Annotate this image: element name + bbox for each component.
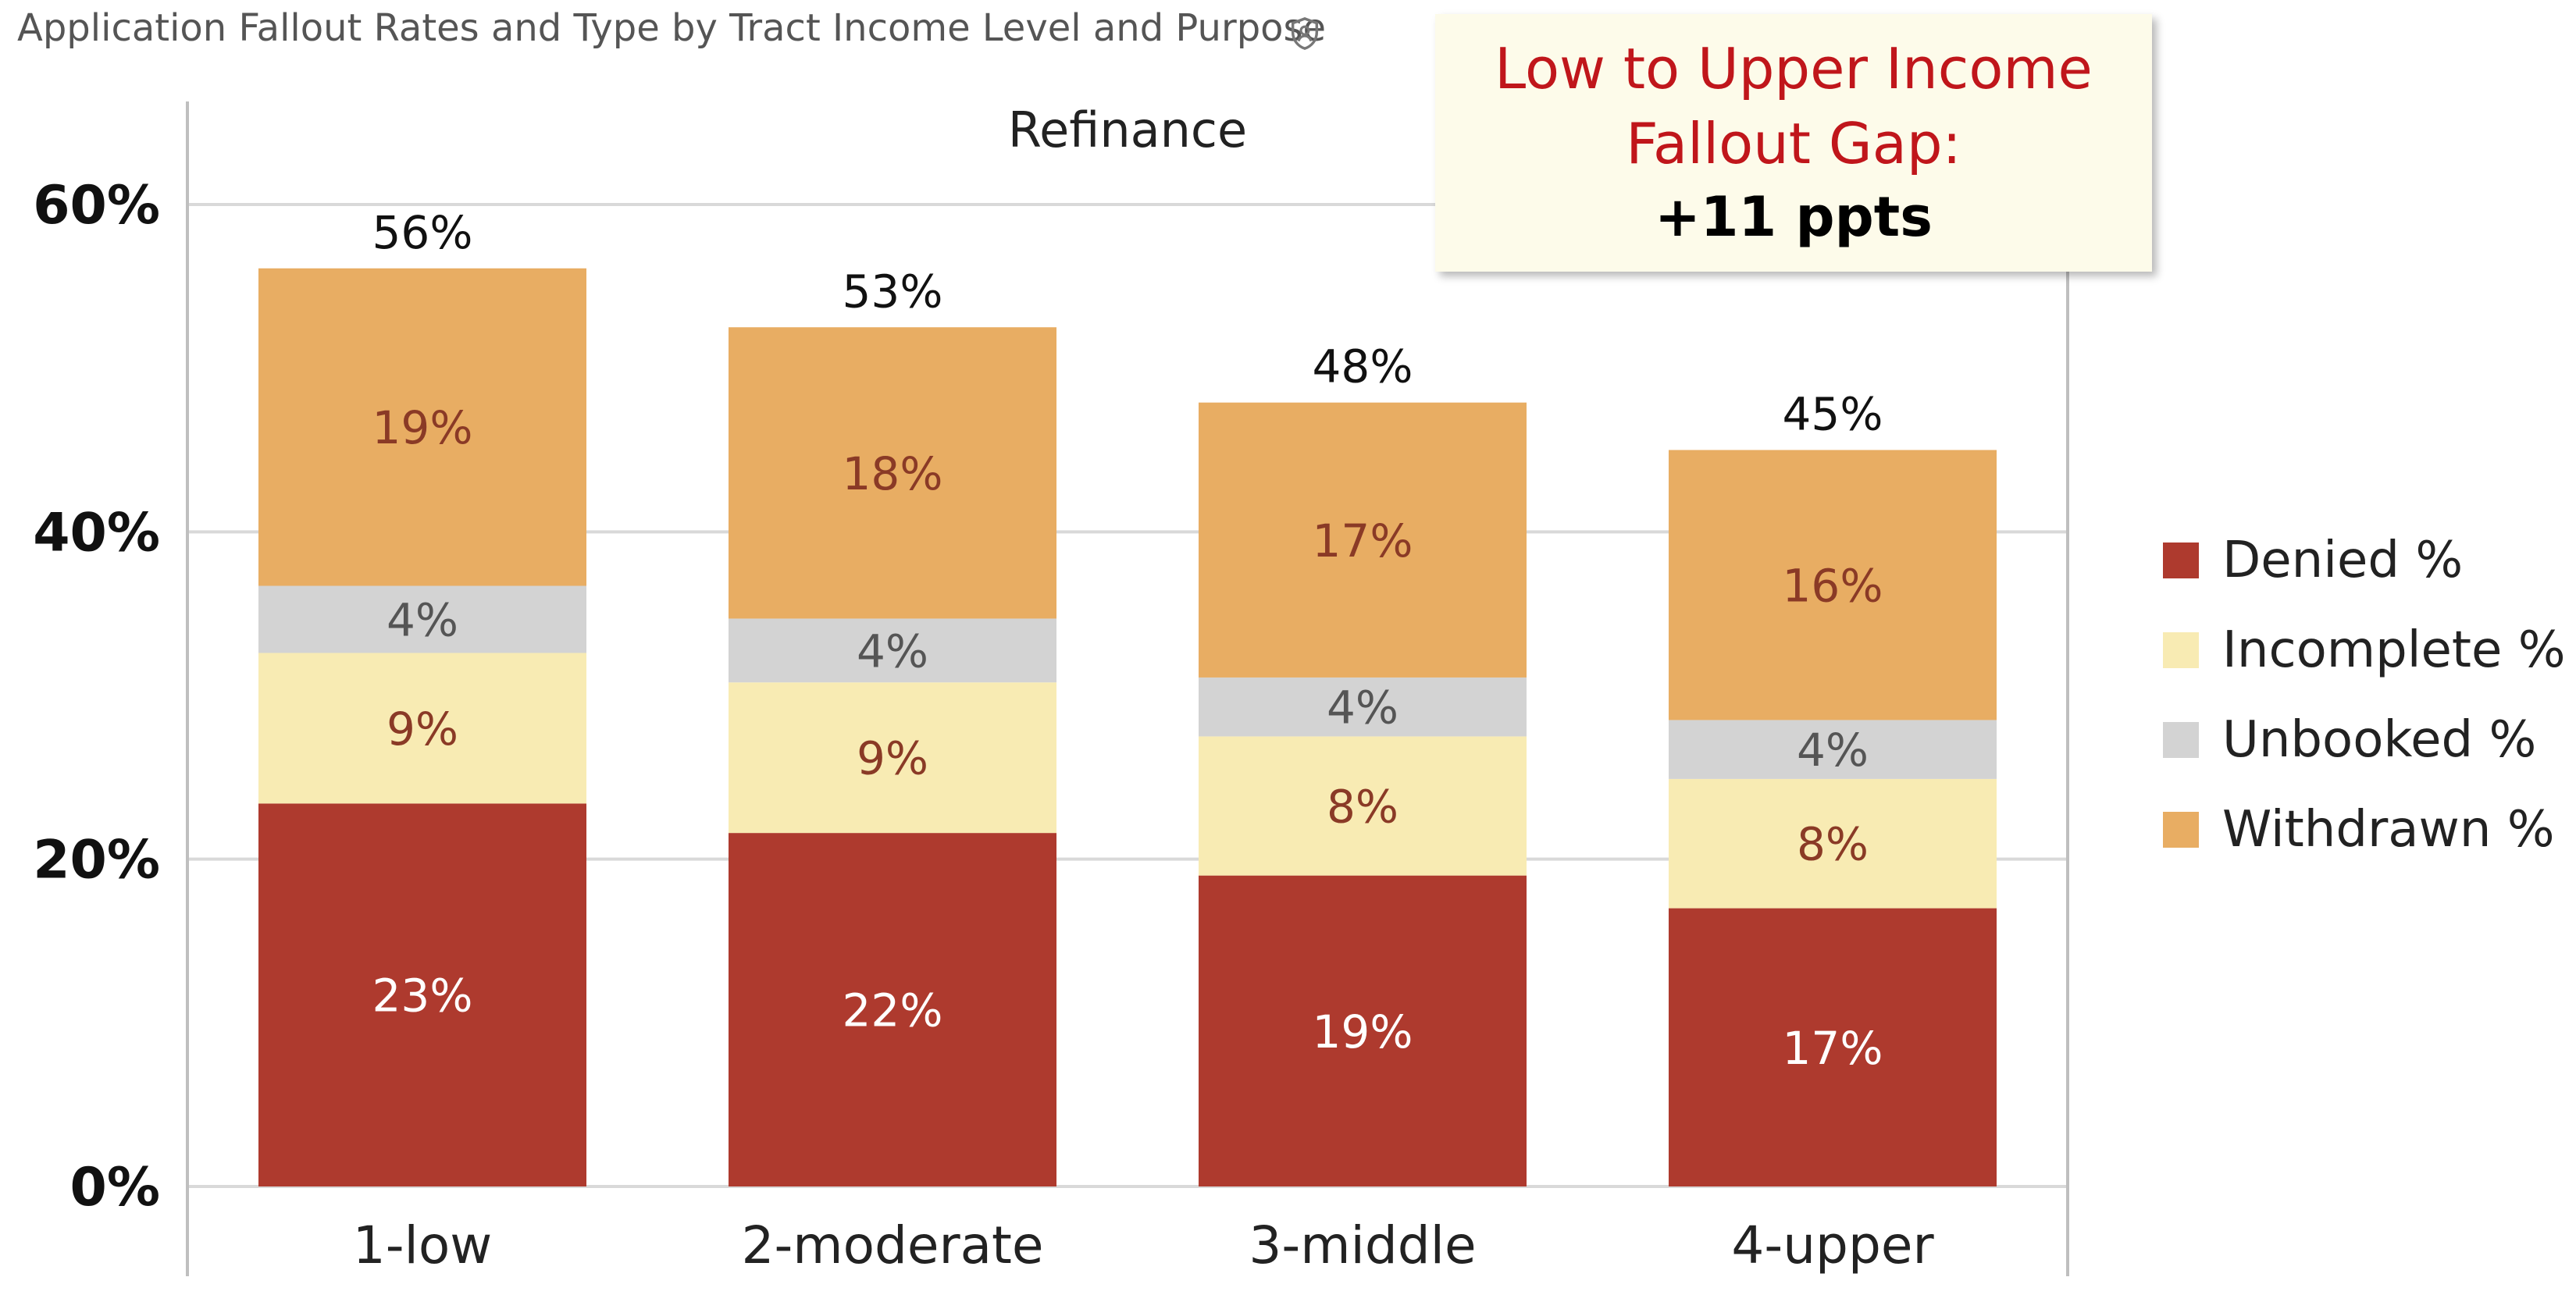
bar-segment-denied (258, 803, 586, 1186)
total-data-label: 56% (372, 206, 473, 259)
y-tick-label: 0% (70, 1157, 160, 1218)
segment-data-label: 16% (1783, 559, 1883, 612)
segment-data-label: 8% (1797, 818, 1869, 871)
legend-item: Denied % (2163, 515, 2566, 605)
x-tick-label: 3-middle (1249, 1215, 1476, 1275)
callout-value: +11 ppts (1655, 185, 1933, 249)
bar-segment-incomplete (729, 682, 1056, 834)
segment-data-label: 4% (387, 594, 458, 647)
legend-item: Withdrawn % (2163, 784, 2566, 874)
legend-label: Unbooked % (2222, 710, 2537, 769)
chart-title: Refinance (1008, 101, 1247, 158)
legend-item: Unbooked % (2163, 695, 2566, 784)
bar-segment-denied (1199, 875, 1527, 1186)
segment-data-label: 9% (387, 703, 458, 756)
total-data-label: 45% (1783, 388, 1883, 441)
chart-legend: Denied % Incomplete % Unbooked % Withdrawn … (2163, 515, 2566, 874)
legend-label: Denied % (2222, 531, 2464, 589)
shield-person-icon[interactable] (1287, 16, 1323, 52)
segment-data-label: 19% (372, 401, 473, 454)
y-tick-label: 60% (33, 175, 160, 237)
segment-data-label: 23% (372, 969, 473, 1023)
total-data-label: 48% (1313, 340, 1413, 393)
bar-segment-denied (729, 833, 1056, 1186)
legend-swatch (2163, 542, 2199, 578)
legend-item: Incomplete % (2163, 605, 2566, 695)
y-tick-label: 20% (33, 830, 160, 891)
total-data-label: 53% (843, 265, 943, 318)
bar-segment-denied (1669, 908, 1997, 1186)
segment-data-label: 4% (1797, 724, 1869, 777)
legend-label: Withdrawn % (2222, 800, 2555, 859)
fallout-gap-callout: Low to Upper Income Fallout Gap: +11 ppt… (1435, 14, 2152, 272)
segment-data-label: 22% (843, 984, 943, 1037)
bar-segment-unbooked (1199, 677, 1527, 737)
segment-data-label: 9% (857, 732, 928, 785)
x-tick-label: 4-upper (1731, 1215, 1934, 1275)
callout-line-1: Low to Upper Income (1495, 36, 2093, 101)
segment-data-label: 17% (1783, 1022, 1883, 1075)
bar-segment-withdrawn (729, 327, 1056, 619)
bar-segment-incomplete (1199, 736, 1527, 876)
bar-segment-unbooked (1669, 720, 1997, 779)
bar-segment-incomplete (258, 653, 586, 804)
y-tick-label: 40% (33, 502, 160, 564)
x-tick-label: 1-low (353, 1215, 493, 1275)
legend-swatch (2163, 721, 2199, 758)
legend-label: Incomplete % (2222, 621, 2566, 679)
bar-segment-withdrawn (258, 268, 586, 586)
bar-segment-withdrawn (1669, 450, 1997, 720)
legend-swatch (2163, 811, 2199, 848)
segment-data-label: 4% (1327, 681, 1398, 735)
page-title: Application Fallout Rates and Type by Tr… (17, 6, 1327, 50)
segment-data-label: 17% (1313, 514, 1413, 567)
x-tick-label: 2-moderate (741, 1215, 1043, 1275)
bar-segment-incomplete (1669, 778, 1997, 909)
bar-segment-unbooked (729, 618, 1056, 683)
segment-data-label: 8% (1327, 781, 1398, 834)
segment-data-label: 4% (857, 624, 928, 678)
bar-segment-unbooked (258, 585, 586, 653)
segment-data-label: 19% (1313, 1005, 1413, 1058)
legend-swatch (2163, 631, 2199, 668)
segment-data-label: 18% (843, 447, 943, 500)
callout-line-2: Fallout Gap: (1626, 111, 1961, 176)
bar-segment-withdrawn (1199, 402, 1527, 678)
